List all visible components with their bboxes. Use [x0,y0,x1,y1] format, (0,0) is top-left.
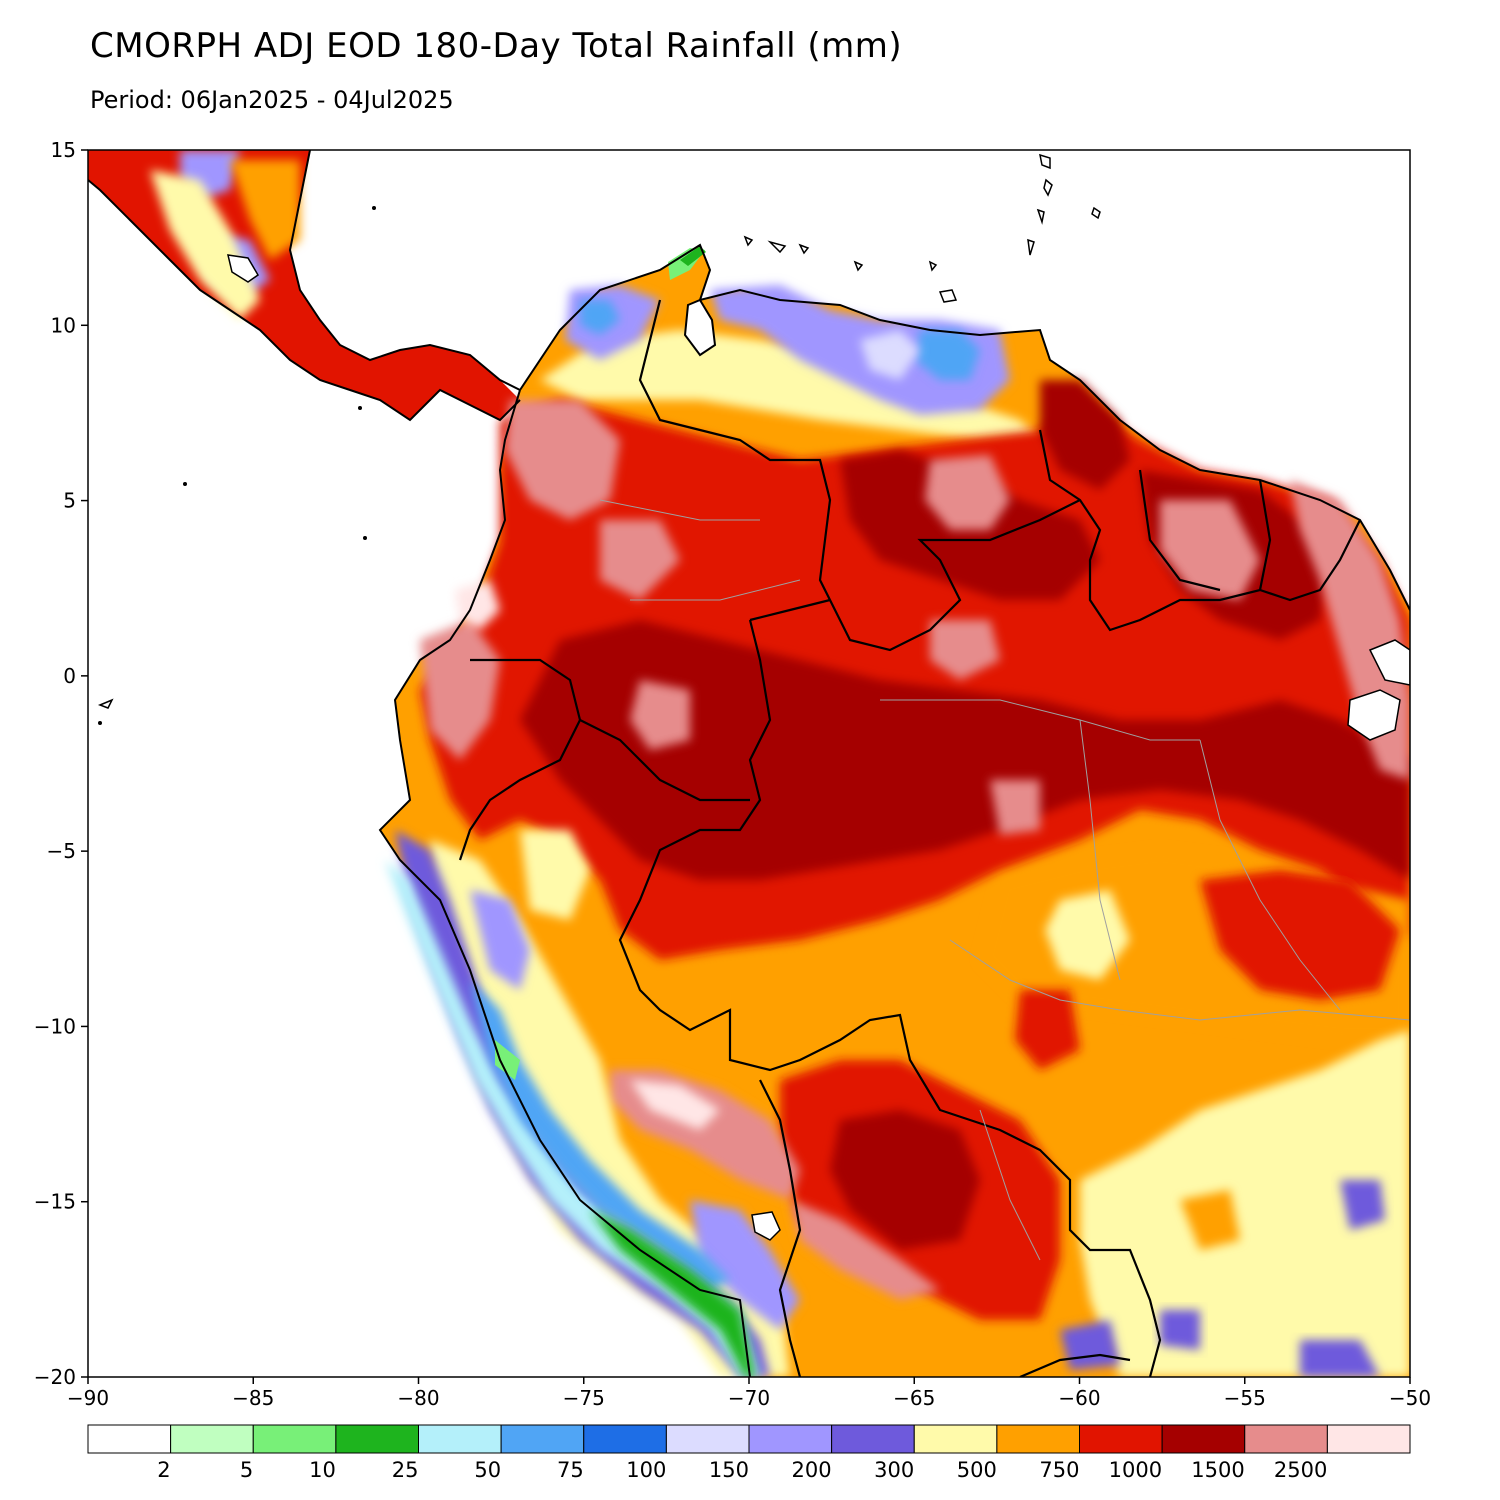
map-panel [88,150,1410,1377]
y-tick-label: 10 [51,313,76,337]
map-title: CMORPH ADJ EOD 180-Day Total Rainfall (m… [90,26,903,66]
colorbar-label: 500 [957,1458,997,1482]
colorbar-label: 2 [157,1458,170,1482]
dry-zone-southeast [1080,1030,1410,1377]
coastline [519,243,1410,611]
colorbar-label: 750 [1039,1458,1079,1482]
x-tick-label: −60 [1058,1386,1100,1410]
colorbar-label: 100 [626,1458,666,1482]
colorbar-label: 200 [792,1458,832,1482]
colorbar-legend: 2 5 10 25 50 75 100 150 200 300 500 750 1000 1500 2500 [87,1424,1411,1482]
colorbar-swatch [665,1424,750,1454]
y-tick-label: 0 [63,664,76,688]
caribbean-islands [743,153,1101,303]
colorbar-swatch [1244,1424,1328,1454]
colorbar-label: 10 [309,1458,336,1482]
colorbar-swatch [583,1424,667,1454]
y-tick-label: −20 [34,1365,76,1389]
colorbar-swatch [252,1424,337,1454]
colorbar-swatch [1079,1424,1163,1454]
colorbar-swatch [170,1424,254,1454]
y-axis: 15 10 5 0 −5 −10 −15 −20 [34,138,88,1389]
x-tick-label: −70 [728,1386,770,1410]
y-tick-label: −5 [47,839,76,863]
colorbar-swatch [418,1424,502,1454]
y-tick-label: −10 [34,1014,76,1038]
wettest-core [520,620,1410,880]
colorbar-swatch [996,1424,1080,1454]
colorbar-label: 75 [557,1458,584,1482]
colorbar-swatch [335,1424,419,1454]
y-tick-label: 5 [63,489,76,513]
country-borders [458,299,1361,1377]
colorbar-swatch [87,1424,172,1454]
x-tick-label: −55 [1224,1386,1266,1410]
x-tick-label: −75 [563,1386,605,1410]
colorbar-swatch [1326,1424,1411,1454]
y-tick-label: 15 [51,138,76,162]
colorbar-label: 300 [874,1458,914,1482]
y-tick-label: −15 [34,1190,76,1214]
x-tick-label: −65 [893,1386,935,1410]
x-tick-label: −50 [1389,1386,1431,1410]
colorbar-label: 1000 [1109,1458,1162,1482]
state-borders [599,499,1410,1261]
colorbar-swatch [913,1424,998,1454]
colorbar-label: 2500 [1274,1458,1327,1482]
colorbar-label: 5 [240,1458,253,1482]
colorbar-label: 1500 [1191,1458,1244,1482]
colorbar-swatch [1161,1424,1246,1454]
map-period-subtitle: Period: 06Jan2025 - 04Jul2025 [90,86,454,114]
colorbar-swatch [748,1424,833,1454]
colorbar-swatch [500,1424,585,1454]
colorbar-label: 150 [709,1458,749,1482]
colorbar-swatch [831,1424,915,1454]
x-tick-label: −85 [232,1386,274,1410]
colorbar-label: 50 [474,1458,501,1482]
x-tick-label: −80 [397,1386,439,1410]
x-axis: −90 −85 −80 −75 −70 −65 −60 −55 −50 [67,1377,1431,1410]
colorbar-label: 25 [392,1458,419,1482]
x-tick-label: −90 [67,1386,109,1410]
